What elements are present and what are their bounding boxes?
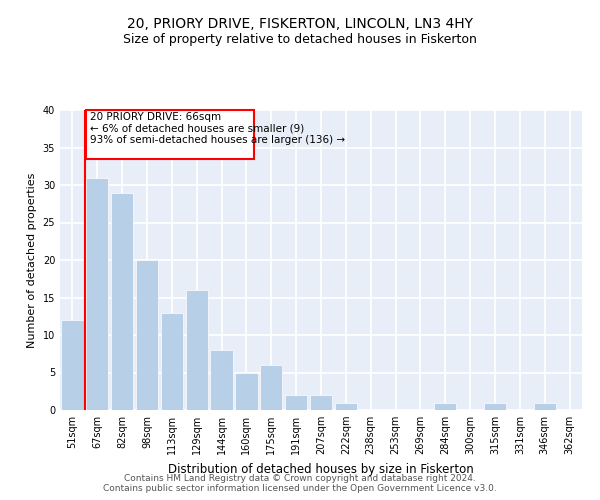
Bar (310, 395, 332, 410)
Bar (111, 192, 133, 410)
Bar (533, 402, 556, 410)
Bar (484, 402, 506, 410)
Bar (235, 372, 257, 410)
Bar (161, 312, 183, 410)
FancyBboxPatch shape (86, 110, 254, 159)
Bar (136, 260, 158, 410)
X-axis label: Distribution of detached houses by size in Fiskerton: Distribution of detached houses by size … (168, 462, 474, 475)
Bar (260, 365, 283, 410)
Text: Contains public sector information licensed under the Open Government Licence v3: Contains public sector information licen… (103, 484, 497, 493)
Bar (86, 178, 109, 410)
Text: Size of property relative to detached houses in Fiskerton: Size of property relative to detached ho… (123, 32, 477, 46)
Bar (335, 402, 357, 410)
Text: 20 PRIORY DRIVE: 66sqm
← 6% of detached houses are smaller (9)
93% of semi-detac: 20 PRIORY DRIVE: 66sqm ← 6% of detached … (90, 112, 345, 146)
Bar (211, 350, 233, 410)
Text: Contains HM Land Registry data © Crown copyright and database right 2024.: Contains HM Land Registry data © Crown c… (124, 474, 476, 483)
Y-axis label: Number of detached properties: Number of detached properties (27, 172, 37, 348)
Bar (61, 320, 83, 410)
Bar (285, 395, 307, 410)
Bar (185, 290, 208, 410)
Bar (434, 402, 457, 410)
Text: 20, PRIORY DRIVE, FISKERTON, LINCOLN, LN3 4HY: 20, PRIORY DRIVE, FISKERTON, LINCOLN, LN… (127, 18, 473, 32)
